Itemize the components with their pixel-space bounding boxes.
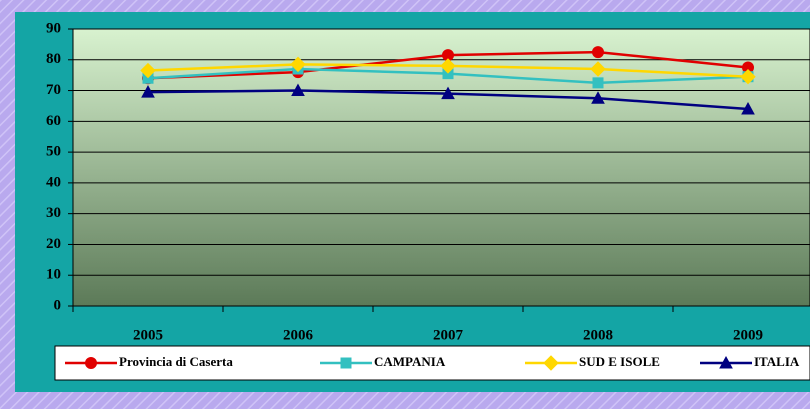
x-tick-label: 2009 xyxy=(733,327,763,343)
data-point xyxy=(440,58,456,74)
legend-label: CAMPANIA xyxy=(374,354,446,369)
y-tick-label: 30 xyxy=(46,205,61,221)
y-tick-label: 40 xyxy=(46,174,61,190)
y-tick-label: 20 xyxy=(46,236,61,252)
legend-marker xyxy=(85,357,97,369)
data-point xyxy=(592,46,604,59)
y-tick-label: 10 xyxy=(46,267,61,283)
data-point xyxy=(140,62,156,79)
x-tick-label: 2007 xyxy=(433,327,464,343)
plot-area xyxy=(72,28,810,307)
data-point xyxy=(441,86,455,100)
y-tick-label: 80 xyxy=(46,51,61,67)
legend-marker xyxy=(340,357,352,369)
legend-box xyxy=(54,345,810,381)
data-point xyxy=(592,77,604,89)
x-tick-label: 2005 xyxy=(133,327,163,343)
legend-label: SUD E ISOLE xyxy=(579,354,660,369)
data-point xyxy=(590,61,606,77)
x-tick-label: 2006 xyxy=(283,327,314,343)
data-point xyxy=(291,83,305,97)
data-point xyxy=(741,101,755,115)
legend-marker xyxy=(543,355,559,371)
data-point xyxy=(141,85,155,98)
data-point xyxy=(740,68,756,85)
y-tick-label: 60 xyxy=(46,113,61,129)
x-tick-label: 2008 xyxy=(583,327,613,343)
y-tick-label: 50 xyxy=(46,144,61,160)
legend-marker xyxy=(719,355,733,369)
data-point xyxy=(591,91,605,104)
legend-label: Provincia di Caserta xyxy=(119,354,233,369)
data-point xyxy=(290,56,306,73)
y-tick-label: 0 xyxy=(54,297,62,313)
y-tick-label: 70 xyxy=(46,82,61,98)
legend-label: ITALIA xyxy=(754,354,800,369)
y-tick-label: 90 xyxy=(46,20,61,36)
